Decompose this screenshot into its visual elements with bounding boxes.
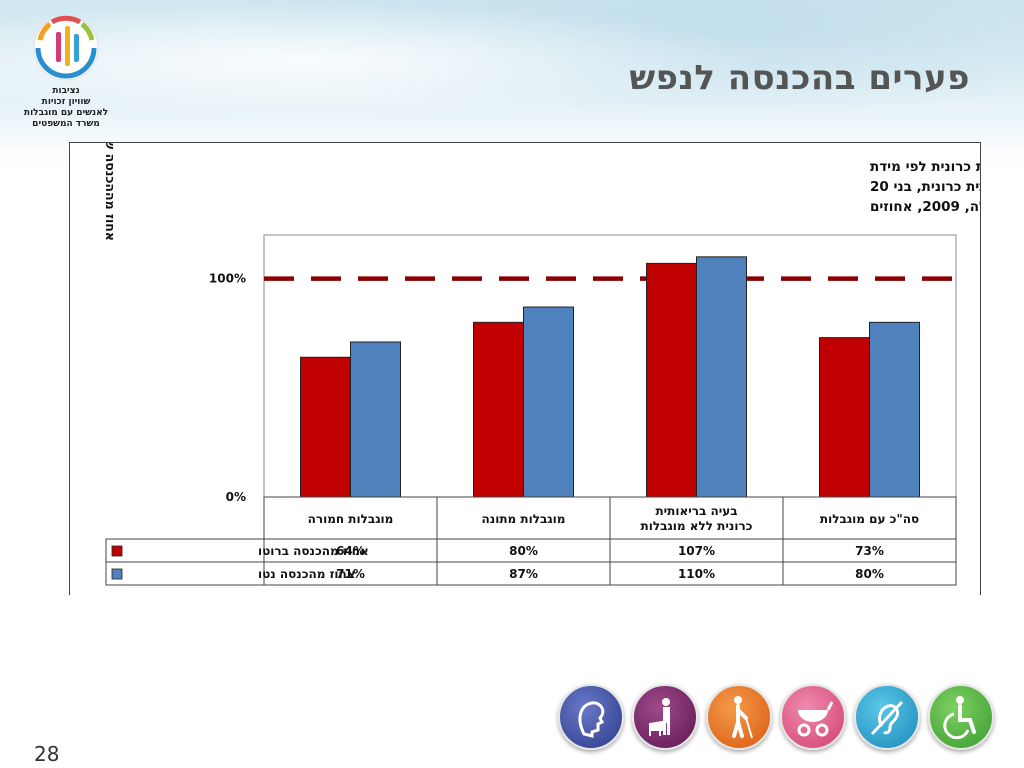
y-tick-label: 0% — [226, 490, 246, 504]
logo-line: שוויון זכויות — [41, 97, 91, 107]
data-label: 71% — [336, 567, 365, 581]
data-label: 73% — [855, 544, 884, 558]
data-label: 64% — [336, 544, 365, 558]
chart-title-line: ומעלה, 2009, אחוזים — [870, 199, 980, 215]
logo-line: לאנשים עם מוגבלות — [23, 108, 109, 118]
hearing-icon[interactable] — [854, 684, 920, 750]
logo-line: משרד המשפטים — [32, 119, 100, 129]
data-label: 87% — [509, 567, 538, 581]
legend-label: אחוז מהכנסה נטו — [258, 567, 356, 581]
category-label: כרונית ללא מוגבלות — [641, 519, 753, 533]
y-tick-label: 100% — [209, 272, 246, 286]
plot-area: 0% 100% אחוז מההכנסה של אנשים ללא בעיה ברי… — [103, 143, 957, 504]
category-label: סה"כ עם מוגבלות — [820, 512, 919, 526]
bar — [523, 306, 574, 498]
face-profile-icon[interactable] — [558, 684, 624, 750]
category-label: מוגבלות חמורה — [308, 512, 394, 526]
guide-dog-icon[interactable] — [632, 684, 698, 750]
bar — [300, 356, 351, 498]
wheelchair-icon[interactable] — [928, 684, 994, 750]
chart-title-line: גרף 23: הכנסה לנפש (נטו וברוטו) של אנשים… — [870, 159, 980, 175]
chart-title-line: מוגבלות, כאחוז מההכנסה של אנשים ללא בעיה… — [870, 179, 980, 195]
page-number: 28 — [34, 742, 60, 766]
data-label: 80% — [855, 567, 884, 581]
slide-title: פערים בהכנסה לנפש — [629, 58, 970, 98]
y-axis-label: אחוז מההכנסה של אנשים ללא בעיה בריאותית … — [103, 143, 118, 241]
category-label: בעיה בריאותית — [655, 504, 737, 518]
chart-title: גרף 23: הכנסה לנפש (נטו וברוטו) של אנשים… — [870, 159, 980, 215]
series-row — [105, 561, 957, 586]
logo-line: נציבות — [52, 86, 80, 96]
data-table: מוגבלות חמורה מוגבלות מתונה בעיה בריאותיתכ… — [105, 496, 957, 586]
cane-walker-icon[interactable] — [706, 684, 772, 750]
data-label: 110% — [678, 567, 715, 581]
category-label: מוגבלות מתונה — [482, 512, 566, 526]
bar-chart: גרף 23: הכנסה לנפש (נטו וברוטו) של אנשים… — [103, 143, 980, 586]
legend-swatch — [111, 568, 123, 580]
bar — [646, 262, 697, 498]
header-background — [0, 0, 1024, 150]
legend-swatch — [111, 545, 123, 557]
bar — [350, 341, 401, 498]
bar — [696, 256, 747, 498]
bar — [819, 337, 870, 498]
data-label: 80% — [509, 544, 538, 558]
logo-caption: נציבות שוויון זכויות לאנשים עם מוגבלות מ… — [8, 86, 124, 130]
commission-logo — [33, 15, 99, 81]
bar — [473, 321, 524, 498]
legend-label: אחוז מהכנסה ברוטו — [258, 544, 369, 558]
stroller-icon[interactable] — [780, 684, 846, 750]
data-label: 107% — [678, 544, 715, 558]
chart-frame: גרף 23: הכנסה לנפש (נטו וברוטו) של אנשים… — [69, 142, 981, 595]
bar — [869, 321, 920, 498]
